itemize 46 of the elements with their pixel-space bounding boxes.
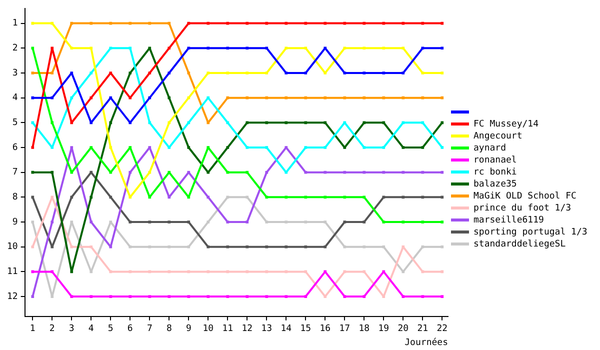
legend-label: rc bonki <box>474 167 517 178</box>
legend-label: sporting portugal 1/3 <box>474 227 588 238</box>
legend-label: MaGiK OLD School FC <box>474 191 576 202</box>
y-tick-label: 5 <box>12 118 18 128</box>
y-tick-label: 12 <box>6 292 18 302</box>
x-tick-label: 10 <box>202 324 214 334</box>
x-tick-label: 3 <box>68 324 74 334</box>
y-tick-label: 9 <box>12 217 18 228</box>
legend-label: marseille6119 <box>474 215 544 226</box>
legend-label: FC Mussey/14 <box>474 119 539 130</box>
y-tick-label: 6 <box>12 142 18 153</box>
legend-label: balaze35 <box>474 179 517 190</box>
y-tick-label: 7 <box>12 168 18 178</box>
legend-label: ronanael <box>474 155 517 166</box>
y-tick-label: 2 <box>12 43 18 54</box>
x-tick-label: 22 <box>436 324 448 334</box>
x-tick-label: 15 <box>300 324 312 334</box>
x-tick-label: 8 <box>166 324 172 334</box>
x-tick-label: 6 <box>127 324 133 334</box>
x-tick-label: 14 <box>280 324 292 334</box>
x-tick-label: 5 <box>108 324 114 334</box>
y-tick-label: 3 <box>12 68 18 78</box>
x-axis-title: Journées <box>404 336 448 348</box>
x-tick-label: 16 <box>320 324 331 334</box>
legend-label: aynard <box>474 143 506 154</box>
x-tick-label: 19 <box>378 324 390 334</box>
x-tick-label: 18 <box>358 324 370 334</box>
y-tick-label: 8 <box>12 192 18 203</box>
legend-label: Angecourt <box>474 131 522 142</box>
x-tick-label: 1 <box>30 324 36 334</box>
x-tick-label: 9 <box>186 324 192 334</box>
y-tick-label: 4 <box>12 93 18 104</box>
y-tick-label: 1 <box>12 18 18 29</box>
legend-label: standarddeliegeSL <box>474 239 566 250</box>
x-tick-label: 21 <box>417 324 428 334</box>
x-tick-label: 20 <box>398 324 409 334</box>
x-tick-label: 11 <box>222 324 234 334</box>
y-tick-label: 11 <box>6 267 18 278</box>
x-tick-label: 7 <box>146 324 152 334</box>
x-tick-label: 13 <box>261 324 272 334</box>
x-tick-label: 4 <box>88 324 94 334</box>
x-tick-label: 17 <box>339 324 350 334</box>
x-tick-label: 2 <box>49 324 55 334</box>
legend-label: prince du foot 1/3 <box>474 203 572 214</box>
y-tick-label: 10 <box>6 242 18 252</box>
x-tick-label: 12 <box>242 324 253 334</box>
